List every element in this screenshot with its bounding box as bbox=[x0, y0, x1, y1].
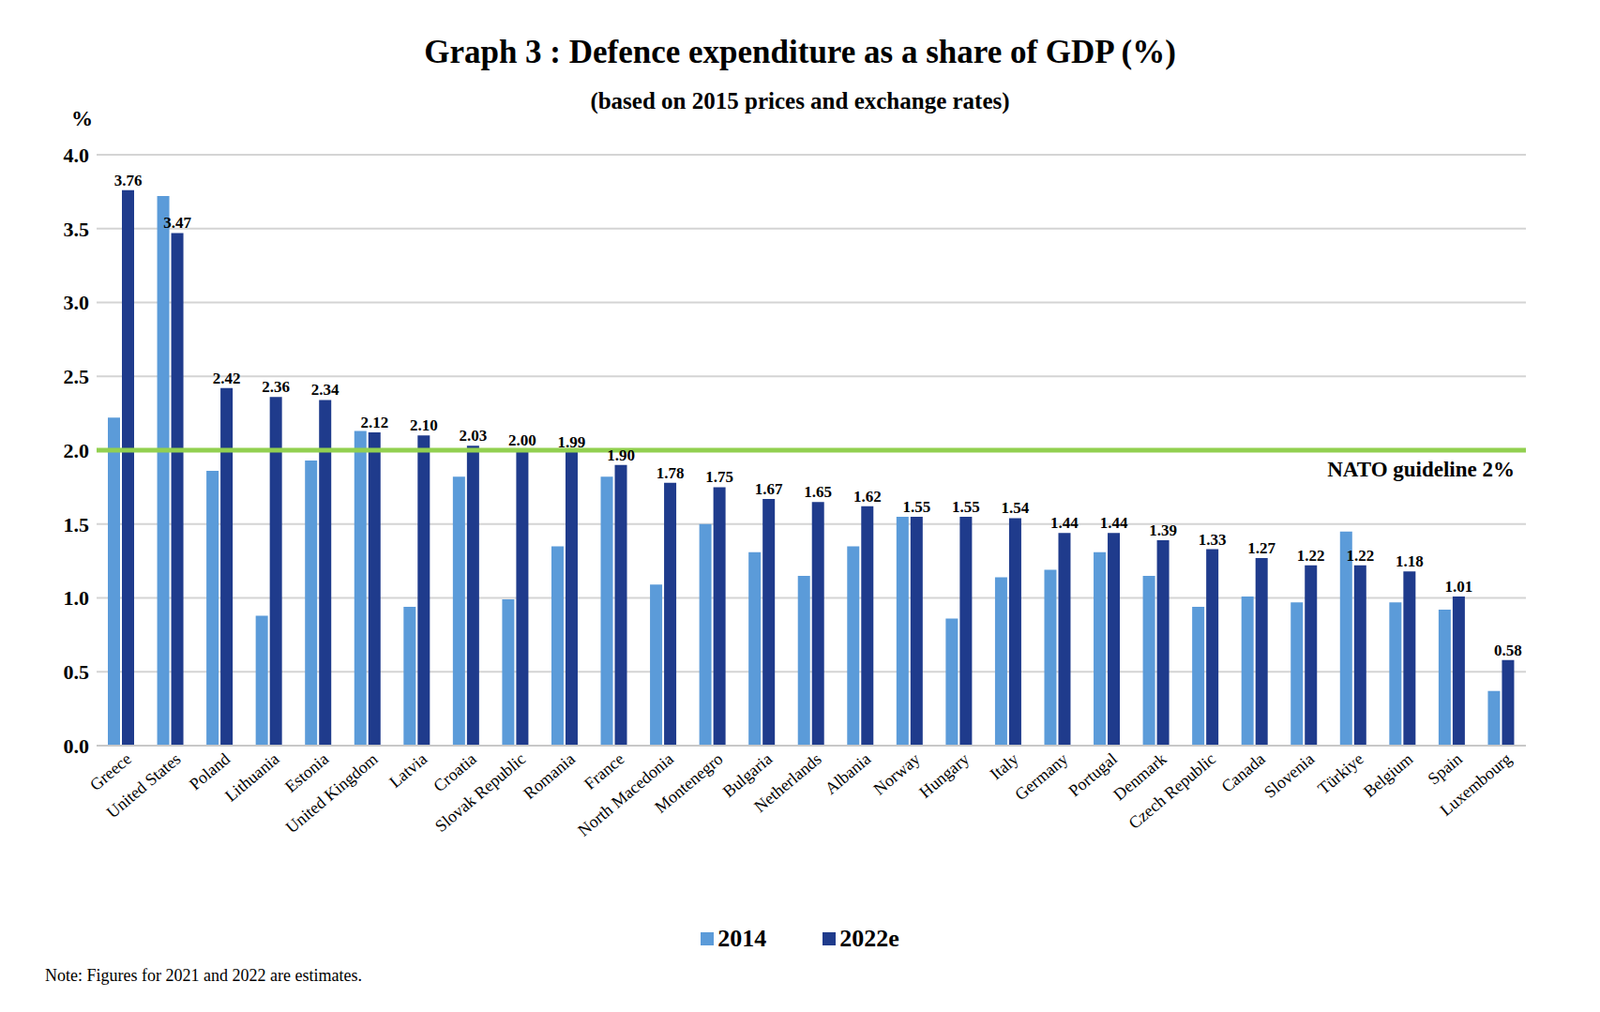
svg-text:2.0: 2.0 bbox=[63, 438, 91, 463]
svg-text:1.54: 1.54 bbox=[1001, 498, 1030, 517]
svg-text:1.33: 1.33 bbox=[1198, 530, 1227, 549]
svg-text:4.0: 4.0 bbox=[63, 143, 91, 167]
svg-text:1.27: 1.27 bbox=[1247, 539, 1276, 558]
svg-text:2.00: 2.00 bbox=[508, 431, 537, 450]
svg-text:1.22: 1.22 bbox=[1297, 546, 1326, 565]
svg-text:1.65: 1.65 bbox=[803, 483, 832, 501]
svg-text:Latvia: Latvia bbox=[385, 749, 431, 792]
svg-text:0.5: 0.5 bbox=[63, 660, 91, 684]
svg-text:1.22: 1.22 bbox=[1345, 546, 1374, 565]
svg-text:1.01: 1.01 bbox=[1445, 577, 1474, 596]
svg-text:Poland: Poland bbox=[185, 749, 234, 794]
svg-text:Belgium: Belgium bbox=[1359, 749, 1417, 801]
svg-text:Slovak Republic: Slovak Republic bbox=[431, 749, 529, 836]
svg-text:Canada: Canada bbox=[1217, 749, 1269, 797]
html-text:Note: Figures for 2021 and 202: Note: Figures for 2021 and 2022 are esti… bbox=[45, 966, 362, 985]
svg-text:Norway: Norway bbox=[869, 749, 923, 800]
svg-text:1.39: 1.39 bbox=[1148, 521, 1178, 540]
svg-text:Czech Republic: Czech Republic bbox=[1125, 749, 1221, 833]
svg-text:1.99: 1.99 bbox=[558, 433, 587, 452]
svg-text:3.76: 3.76 bbox=[114, 171, 143, 190]
svg-text:NATO guideline 2%: NATO guideline 2% bbox=[1327, 457, 1515, 482]
svg-text:United Kingdom: United Kingdom bbox=[282, 749, 382, 837]
html-text:Graph 3 : Defence expenditure: Graph 3 : Defence expenditure as a share… bbox=[424, 33, 1176, 71]
svg-text:2.5: 2.5 bbox=[63, 364, 91, 389]
svg-text:1.55: 1.55 bbox=[951, 498, 981, 516]
svg-text:Italy: Italy bbox=[986, 749, 1023, 785]
svg-text:2.03: 2.03 bbox=[458, 426, 487, 445]
svg-text:1.55: 1.55 bbox=[902, 498, 931, 516]
svg-text:1.90: 1.90 bbox=[606, 446, 635, 465]
svg-text:Montenegro: Montenegro bbox=[650, 749, 726, 817]
html-text:2022e: 2022e bbox=[839, 924, 900, 952]
svg-text:Denmark: Denmark bbox=[1109, 749, 1170, 805]
svg-text:Netherlands: Netherlands bbox=[750, 749, 825, 816]
svg-text:Slovenia: Slovenia bbox=[1260, 749, 1318, 802]
svg-text:1.44: 1.44 bbox=[1050, 513, 1079, 532]
svg-text:1.18: 1.18 bbox=[1395, 552, 1424, 571]
svg-text:0.58: 0.58 bbox=[1494, 641, 1523, 660]
svg-text:1.67: 1.67 bbox=[754, 480, 784, 499]
svg-text:1.44: 1.44 bbox=[1100, 513, 1129, 532]
svg-text:Lithuania: Lithuania bbox=[221, 749, 284, 806]
svg-text:Germany: Germany bbox=[1011, 749, 1072, 804]
svg-text:Türkiye: Türkiye bbox=[1313, 749, 1368, 799]
svg-text:Luxembourg: Luxembourg bbox=[1436, 749, 1516, 820]
svg-text:North Macedonia: North Macedonia bbox=[574, 749, 678, 840]
svg-text:1.5: 1.5 bbox=[63, 513, 91, 537]
svg-text:3.5: 3.5 bbox=[63, 217, 91, 242]
svg-text:Estonia: Estonia bbox=[281, 749, 333, 797]
svg-text:2.10: 2.10 bbox=[409, 416, 438, 435]
svg-text:1.0: 1.0 bbox=[63, 586, 91, 610]
svg-text:Greece: Greece bbox=[86, 749, 135, 795]
html-text:2014: 2014 bbox=[717, 924, 767, 952]
svg-text:3.47: 3.47 bbox=[163, 213, 192, 232]
svg-text:Romania: Romania bbox=[519, 749, 579, 803]
svg-text:1.78: 1.78 bbox=[656, 464, 685, 483]
svg-text:Hungary: Hungary bbox=[915, 749, 973, 802]
svg-text:2.36: 2.36 bbox=[261, 377, 290, 396]
svg-text:2.34: 2.34 bbox=[311, 380, 340, 399]
svg-text:Spain: Spain bbox=[1424, 749, 1466, 789]
svg-text:1.62: 1.62 bbox=[853, 487, 882, 506]
svg-text:2.42: 2.42 bbox=[212, 369, 242, 388]
svg-text:3.0: 3.0 bbox=[63, 290, 91, 315]
svg-text:Portugal: Portugal bbox=[1064, 749, 1121, 801]
svg-text:1.75: 1.75 bbox=[705, 467, 734, 486]
svg-text:France: France bbox=[580, 749, 628, 794]
svg-text:Croatia: Croatia bbox=[429, 749, 480, 796]
svg-text:2.12: 2.12 bbox=[360, 413, 389, 432]
svg-text:United States: United States bbox=[103, 749, 185, 822]
svg-text:Albania: Albania bbox=[821, 749, 876, 799]
svg-text:0.0: 0.0 bbox=[63, 734, 91, 758]
html-text:(based on 2015 prices and exch: (based on 2015 prices and exchange rates… bbox=[590, 88, 1010, 114]
svg-text:Bulgaria: Bulgaria bbox=[719, 749, 776, 802]
